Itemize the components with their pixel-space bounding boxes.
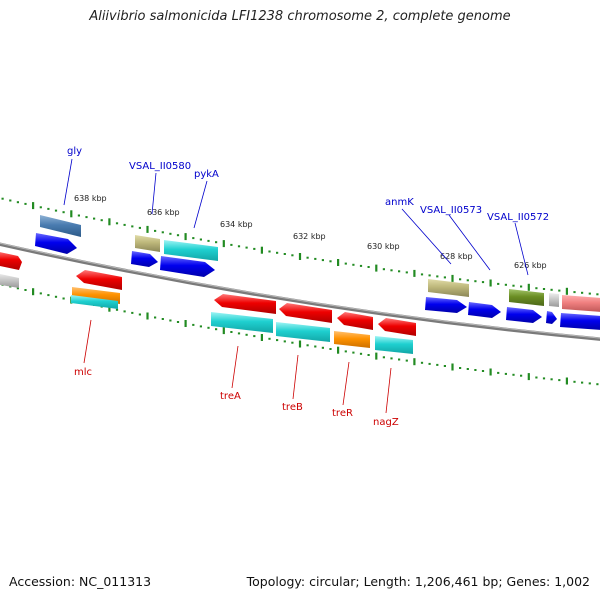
gene-feature[interactable] xyxy=(0,251,22,270)
gene-feature[interactable] xyxy=(131,251,158,267)
gene-feature[interactable] xyxy=(135,235,160,252)
gene-feature[interactable] xyxy=(160,256,215,277)
leader-line-nagz xyxy=(385,367,392,414)
gene-feature[interactable] xyxy=(40,215,81,237)
gene-feature[interactable] xyxy=(35,233,77,254)
gene-feature[interactable] xyxy=(214,294,276,314)
gene-label-gly[interactable]: gly xyxy=(67,146,82,157)
gene-feature[interactable] xyxy=(164,240,218,261)
gene-feature[interactable] xyxy=(334,331,370,348)
gene-feature[interactable] xyxy=(71,295,118,309)
gene-feature[interactable] xyxy=(562,295,600,312)
tick-label-626kbp: 626 kbp xyxy=(514,261,547,270)
gene-label-vsal-ii0573[interactable]: VSAL_II0573 xyxy=(420,205,482,216)
leader-line-vsal-ii0580 xyxy=(151,172,157,215)
gene-label-treb[interactable]: treB xyxy=(282,402,303,413)
leader-line-trer xyxy=(342,361,350,406)
gene-label-trer[interactable]: treR xyxy=(332,408,353,419)
gene-feature[interactable] xyxy=(509,289,544,306)
leader-line-gly xyxy=(63,158,73,206)
gene-feature[interactable] xyxy=(279,303,332,323)
tick-label-638kbp: 638 kbp xyxy=(74,194,107,203)
chromosome-backbone xyxy=(0,242,600,341)
reverse-gene-labels: mlc treA treB treR nagZ xyxy=(74,319,399,428)
gene-label-pyka[interactable]: pykA xyxy=(194,169,219,180)
gene-feature[interactable] xyxy=(549,293,559,307)
gene-label-vsal-ii0580[interactable]: VSAL_II0580 xyxy=(129,161,191,172)
outer-scale-track xyxy=(1,197,599,296)
leader-line-vsal-ii0573 xyxy=(448,214,491,271)
gene-feature[interactable] xyxy=(428,279,469,297)
gene-feature[interactable] xyxy=(546,311,557,324)
gene-feature[interactable] xyxy=(560,313,600,330)
gene-label-nagz[interactable]: nagZ xyxy=(373,417,399,428)
forward-gene-labels: gly VSAL_II0580 pykA anmK VSAL_II0573 VS… xyxy=(63,146,549,276)
gene-label-mlc[interactable]: mlc xyxy=(74,367,92,378)
gene-feature[interactable] xyxy=(76,270,122,290)
genome-stats-label: Topology: circular; Length: 1,206,461 bp… xyxy=(246,574,590,589)
gene-feature[interactable] xyxy=(375,336,413,354)
map-title: Aliivibrio salmonicida LFI1238 chromosom… xyxy=(89,9,511,24)
gene-feature[interactable] xyxy=(276,322,330,342)
tick-label-630kbp: 630 kbp xyxy=(367,242,400,251)
leader-line-vsal-ii0572 xyxy=(514,222,529,276)
tick-label-634kbp: 634 kbp xyxy=(220,220,253,229)
forward-strand-genes xyxy=(0,215,600,330)
leader-line-trea xyxy=(231,345,239,389)
accession-label: Accession: NC_011313 xyxy=(9,574,152,589)
leader-line-treb xyxy=(292,354,299,400)
chromosome-backbone-highlight xyxy=(0,242,600,339)
gene-label-vsal-ii0572[interactable]: VSAL_II0572 xyxy=(487,212,549,223)
gene-feature[interactable] xyxy=(337,312,373,330)
leader-line-anmk xyxy=(401,208,452,265)
tick-label-632kbp: 632 kbp xyxy=(293,232,326,241)
inner-scale-track xyxy=(1,283,599,386)
reverse-strand-genes xyxy=(71,270,416,354)
gene-label-anmk[interactable]: anmK xyxy=(385,197,414,208)
tick-label-636kbp: 636 kbp xyxy=(147,208,180,217)
gene-label-trea[interactable]: treA xyxy=(220,391,241,402)
gene-feature[interactable] xyxy=(506,307,542,323)
leader-line-mlc xyxy=(83,319,92,364)
tick-label-628kbp: 628 kbp xyxy=(440,252,473,261)
gene-feature[interactable] xyxy=(378,318,416,336)
gene-feature[interactable] xyxy=(211,312,273,333)
gene-feature[interactable] xyxy=(468,302,501,318)
gene-feature[interactable] xyxy=(425,297,467,313)
leader-line-pyka xyxy=(193,180,208,229)
gene-feature[interactable] xyxy=(0,273,19,288)
